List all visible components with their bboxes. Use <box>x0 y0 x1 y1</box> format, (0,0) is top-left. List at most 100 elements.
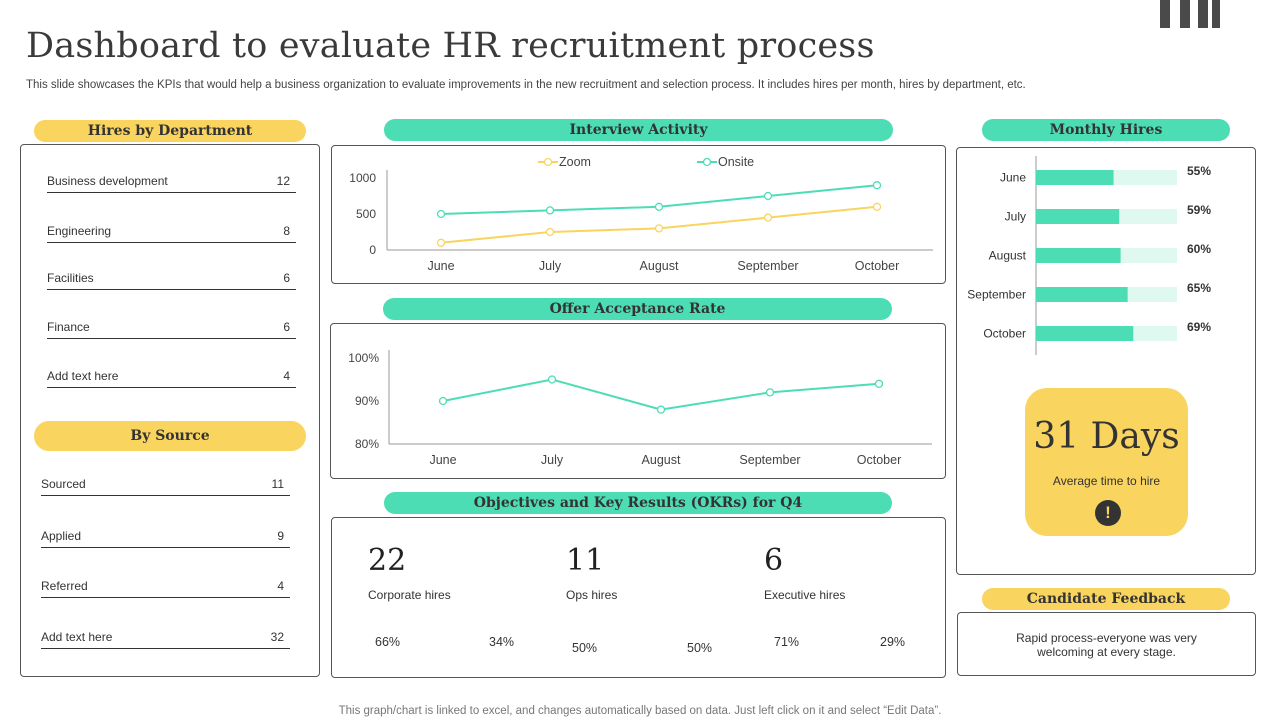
time-to-hire-value: 31 Days <box>1033 416 1180 457</box>
by-source-heading: By Source <box>34 421 306 451</box>
okr-value: 6 <box>764 543 784 578</box>
source-row[interactable]: Applied 9 <box>41 523 290 548</box>
data-point <box>872 181 882 190</box>
okr-value: 22 <box>368 543 407 578</box>
department-row[interactable]: Business development 12 <box>47 168 296 193</box>
data-point <box>872 202 882 211</box>
source-row[interactable]: Add text here 32 <box>41 624 290 649</box>
monthly-hires-panel: June 55% July 59% August 60% September 65% Octob… <box>956 147 1256 575</box>
interview-activity-panel: 0 500 1000 June July August September October Zo… <box>331 145 946 284</box>
data-point <box>765 388 775 397</box>
okr-percent: 50% <box>572 641 598 655</box>
bar <box>1036 209 1120 224</box>
y-tick-label: 90% <box>355 394 379 408</box>
data-point <box>436 238 446 247</box>
data-point <box>547 375 557 384</box>
y-tick-label: October <box>983 327 1026 341</box>
source-row[interactable]: Referred 4 <box>41 573 290 598</box>
data-point <box>763 213 773 222</box>
y-tick-label: 0 <box>369 243 376 257</box>
okr-percent: 50% <box>687 641 713 655</box>
data-point <box>436 209 446 219</box>
y-tick-label: August <box>989 249 1027 263</box>
x-tick-label: October <box>857 453 901 467</box>
data-label: 65% <box>1187 281 1211 295</box>
okr-percent: 34% <box>489 635 515 649</box>
data-point <box>438 396 448 406</box>
alert-icon: ! <box>1095 500 1121 526</box>
okr-percent: 29% <box>880 635 906 649</box>
y-tick-label: 80% <box>355 437 379 451</box>
x-tick-label: July <box>541 453 564 467</box>
department-row[interactable]: Finance 6 <box>47 314 296 339</box>
y-tick-label: September <box>967 288 1026 302</box>
offer-acceptance-chart: 80% 90% 100% June July August September October <box>348 350 932 467</box>
data-point <box>656 405 666 414</box>
data-label: 60% <box>1187 242 1211 256</box>
x-tick-label: June <box>429 453 456 467</box>
data-point <box>763 191 773 201</box>
y-tick-label: July <box>1005 210 1026 224</box>
interview-activity-heading: Interview Activity <box>384 119 893 141</box>
candidate-feedback-panel: Rapid process-everyone was very welcomin… <box>957 612 1256 676</box>
monthly-hires-chart: June 55% July 59% August 60% September 65% Octob… <box>967 156 1211 355</box>
data-point <box>874 379 884 388</box>
series-line <box>442 378 880 411</box>
left-panel <box>20 144 320 677</box>
legend-marker <box>543 157 553 167</box>
data-point <box>545 206 555 215</box>
department-row[interactable]: Engineering 8 <box>47 218 296 243</box>
bar <box>1036 326 1134 341</box>
okr-label: Executive hires <box>764 588 846 602</box>
x-tick-label: October <box>855 259 899 273</box>
okr-label: Corporate hires <box>368 588 451 602</box>
page-title: Dashboard to evaluate HR recruitment pro… <box>26 26 875 66</box>
department-row[interactable]: Add text here 4 <box>47 363 296 388</box>
bar <box>1036 170 1114 185</box>
candidate-feedback-text: Rapid process-everyone was very welcomin… <box>1016 631 1197 659</box>
x-tick-label: June <box>427 259 454 273</box>
data-point <box>545 227 555 237</box>
data-label: 55% <box>1187 164 1211 178</box>
legend-label: Zoom <box>559 155 591 169</box>
data-point <box>654 202 664 211</box>
data-label: 69% <box>1187 320 1211 334</box>
time-to-hire-label: Average time to hire <box>1052 474 1161 488</box>
data-point <box>654 224 664 233</box>
okrs-panel: 22 Corporate hires 66% 34% 11 Ops hires … <box>331 517 946 678</box>
y-tick-label: 100% <box>348 351 379 365</box>
decor-bar <box>1160 0 1170 28</box>
y-tick-label: June <box>1000 171 1026 185</box>
okr-value: 11 <box>566 543 605 578</box>
x-tick-label: September <box>737 259 798 273</box>
decor-bar <box>1180 0 1190 28</box>
interview-activity-chart: 0 500 1000 June July August September October Zo… <box>349 155 933 273</box>
x-tick-label: July <box>539 259 562 273</box>
x-tick-label: August <box>640 259 679 273</box>
page-subtitle: This slide showcases the KPIs that would… <box>26 79 1026 91</box>
time-to-hire-card: 31 Days Average time to hire ! <box>1025 388 1188 536</box>
y-tick-label: 1000 <box>349 171 376 185</box>
decor-bar <box>1198 0 1208 28</box>
bar <box>1036 248 1121 263</box>
legend-label: Onsite <box>718 155 754 169</box>
x-tick-label: September <box>739 453 800 467</box>
bar <box>1036 287 1128 302</box>
okr-percent: 71% <box>774 635 800 649</box>
okr-percent: 66% <box>375 635 401 649</box>
department-row[interactable]: Facilities 6 <box>47 265 296 290</box>
legend-marker <box>702 157 712 167</box>
offer-acceptance-panel: 80% 90% 100% June July August September October <box>330 323 946 479</box>
okr-label: Ops hires <box>566 588 618 602</box>
monthly-hires-heading: Monthly Hires <box>982 119 1230 141</box>
okrs-heading: Objectives and Key Results (OKRs) for Q4 <box>384 492 892 514</box>
x-tick-label: August <box>642 453 681 467</box>
data-label: 59% <box>1187 203 1211 217</box>
decor-bar <box>1212 0 1220 28</box>
footer-note: This graph/chart is linked to excel, and… <box>338 705 942 717</box>
candidate-feedback-heading: Candidate Feedback <box>982 588 1230 610</box>
offer-acceptance-heading: Offer Acceptance Rate <box>383 298 892 320</box>
hires-by-department-heading: Hires by Department <box>34 120 306 142</box>
y-tick-label: 500 <box>356 207 376 221</box>
source-row[interactable]: Sourced 11 <box>41 471 290 496</box>
